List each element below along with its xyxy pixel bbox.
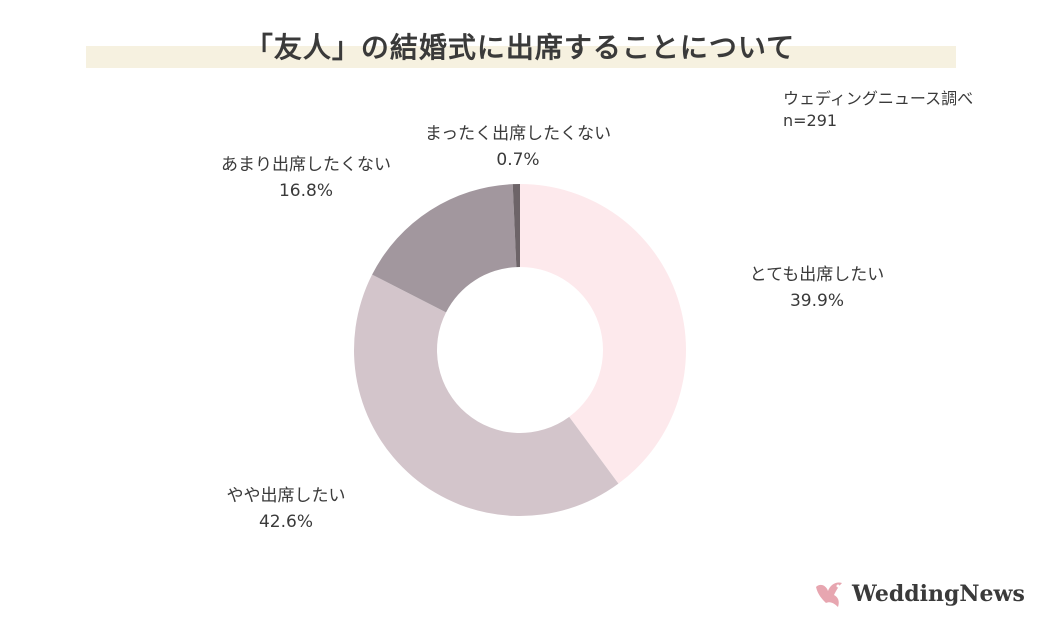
category-label: まったく出席したくない	[424, 124, 612, 144]
source-line: ウェディングニュース調べ	[783, 89, 974, 108]
label-slice-2: やや出席したい 42.6%	[206, 483, 366, 535]
category-label: あまり出席したくない	[221, 155, 391, 175]
title-highlight-band	[86, 46, 956, 68]
brand-name: WeddingNews	[852, 581, 1025, 607]
donut-slice-1	[520, 184, 686, 484]
label-slice-1: とても出席したい 39.9%	[742, 262, 892, 314]
donut-slice-4	[512, 184, 520, 268]
category-label: とても出席したい	[749, 265, 885, 285]
brand-logo: WeddingNews	[812, 576, 1025, 612]
chart-title: 「友人」の結婚式に出席することについて	[244, 31, 796, 64]
value-label: 39.9%	[789, 291, 844, 311]
dove-icon	[816, 582, 842, 607]
sample-size: n=291	[783, 111, 838, 130]
category-label: やや出席したい	[226, 486, 346, 506]
donut-slice-2	[354, 274, 619, 516]
source-note: ウェディングニュース調べ n=291	[783, 88, 973, 132]
value-label: 42.6%	[258, 512, 313, 532]
label-slice-4: まったく出席したくない 0.7%	[410, 121, 626, 173]
donut-slice-3	[372, 184, 517, 313]
value-label: 16.8%	[278, 181, 333, 201]
label-slice-3: あまり出席したくない 16.8%	[206, 152, 406, 204]
value-label: 0.7%	[496, 150, 540, 170]
